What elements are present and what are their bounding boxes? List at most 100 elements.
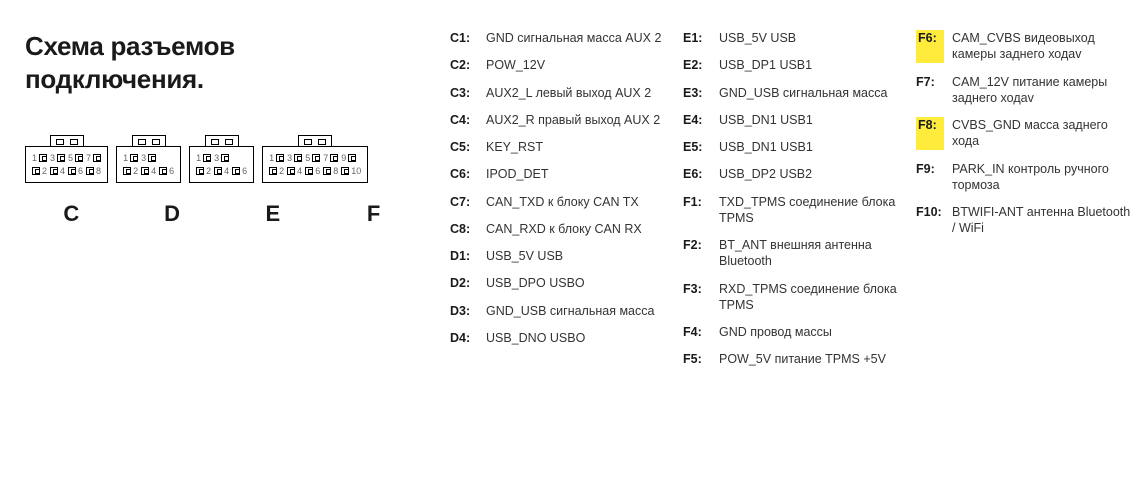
pin-square-icon: [159, 167, 167, 175]
pin-number: 1: [269, 153, 274, 163]
pinout-desc: AUX2_L левый выход AUX 2: [486, 85, 665, 101]
pin-cell: 6: [159, 166, 174, 176]
pin-square-icon: [276, 154, 284, 162]
pinout-row: C3: AUX2_L левый выход AUX 2: [450, 85, 665, 101]
pin-number: 3: [214, 153, 219, 163]
pinout-key: C8:: [450, 221, 478, 237]
pin-square-icon: [57, 154, 65, 162]
pin-number: 9: [341, 153, 346, 163]
pinout-desc: POW_5V питание TPMS +5V: [719, 351, 898, 367]
pin-cell: 4: [287, 166, 302, 176]
pinout-row: F9:PARK_IN контроль ручного тормоза: [916, 161, 1131, 194]
pin-cell: 9: [341, 153, 361, 163]
pin-cell: 1: [269, 153, 284, 163]
pin-cell: 3: [214, 153, 229, 163]
pinout-row: E5:USB_DN1 USB1: [683, 139, 898, 155]
connector-d: 12346: [116, 135, 181, 183]
pinout-desc: USB_DP1 USB1: [719, 57, 898, 73]
pinout-key: C2:: [450, 57, 478, 73]
connector-body: 12345678: [25, 146, 108, 183]
pinout-desc: GND провод массы: [719, 324, 898, 340]
pinout-desc: USB_DPO USBO: [486, 275, 665, 291]
pin-square-icon: [221, 154, 229, 162]
pin-square-icon: [68, 167, 76, 175]
pin-square-icon: [232, 167, 240, 175]
pinout-desc: USB_DP2 USB2: [719, 166, 898, 182]
pinout-desc: USB_DNO USBO: [486, 330, 665, 346]
connector-body: 12346: [189, 146, 254, 183]
pinout-row: C5:KEY_RST: [450, 139, 665, 155]
pin-square-icon: [50, 167, 58, 175]
pinout-desc: CAN_TXD к блоку CAN TX: [486, 194, 665, 210]
pinout-key: C4:: [450, 112, 478, 128]
pin-number: 5: [305, 153, 310, 163]
pinout-key: C6:: [450, 166, 478, 182]
pin-number: 3: [141, 153, 146, 163]
pinout-key: C3:: [450, 85, 478, 101]
pin-square-icon: [130, 154, 138, 162]
pin-square-icon: [75, 154, 83, 162]
connector-c: 12345678: [25, 135, 108, 183]
pinout-row: E3:GND_USB сигнальная масса: [683, 85, 898, 101]
pinout-desc: GND_USB сигнальная масса: [719, 85, 898, 101]
pinout-key: D2:: [450, 275, 478, 291]
pin-square-icon: [214, 167, 222, 175]
pin-square-icon: [269, 167, 277, 175]
pinout-row: F5:POW_5V питание TPMS +5V: [683, 351, 898, 367]
pinout-desc: AUX2_R правый выход AUX 2: [486, 112, 665, 128]
pinout-key: F6:: [916, 30, 944, 63]
pin-number: 6: [242, 166, 247, 176]
pin-number: 6: [169, 166, 174, 176]
pinout-desc: GND_USB сигнальная масса: [486, 303, 665, 319]
connector-f: 12345678910: [262, 135, 368, 183]
pinout-row: C4: AUX2_R правый выход AUX 2: [450, 112, 665, 128]
pinout-row: C1:GND сигнальная масса AUX 2: [450, 30, 665, 46]
connector-pins: 12346: [196, 153, 247, 176]
pinout-desc: USB_5V USB: [719, 30, 898, 46]
pin-number: 6: [78, 166, 83, 176]
pinout-row: C6:IPOD_DET: [450, 166, 665, 182]
pin-square-icon: [141, 167, 149, 175]
connector-labels-row: CDEF: [25, 201, 420, 227]
pin-square-icon: [39, 154, 47, 162]
pin-cell: 4: [214, 166, 229, 176]
pinout-desc: PARK_IN контроль ручного тормоза: [952, 161, 1131, 194]
pin-cell: 3: [287, 153, 302, 163]
pinout-key: E6:: [683, 166, 711, 182]
pinout-desc: RXD_TPMS соединение блока TPMS: [719, 281, 898, 314]
pinout-desc: BT_ANT внешняя антенна Bluetooth: [719, 237, 898, 270]
pin-cell: 3: [50, 153, 65, 163]
pin-cell: 1: [32, 153, 47, 163]
pin-cell: 2: [32, 166, 47, 176]
pinout-key: F2:: [683, 237, 711, 270]
page-title: Схема разъемов подключения.: [25, 30, 420, 95]
pin-cell: 2: [196, 166, 211, 176]
pinout-desc: POW_12V: [486, 57, 665, 73]
connector-e: 12346: [189, 135, 254, 183]
pinout-row: D2: USB_DPO USBO: [450, 275, 665, 291]
pin-number: 4: [297, 166, 302, 176]
pinout-row: F8:CVBS_GND масса заднего хода: [916, 117, 1131, 150]
pin-square-icon: [348, 154, 356, 162]
connectors-diagram: 12345678123461234612345678910: [25, 135, 420, 183]
pin-number: 7: [323, 153, 328, 163]
pin-number: 4: [151, 166, 156, 176]
pinout-desc: CVBS_GND масса заднего хода: [952, 117, 1131, 150]
pin-cell: 6: [232, 166, 247, 176]
pinout-column-0: C1:GND сигнальная масса AUX 2C2:POW_12VC…: [450, 30, 665, 379]
pin-square-icon: [294, 154, 302, 162]
pinout-row: C2: POW_12V: [450, 57, 665, 73]
pinout-key: C1:: [450, 30, 478, 46]
pin-number: 10: [351, 166, 361, 176]
pin-square-icon: [341, 167, 349, 175]
pinout-row: F1:TXD_TPMS соединение блока TPMS: [683, 194, 898, 227]
pinout-key: D3:: [450, 303, 478, 319]
pin-square-icon: [93, 154, 101, 162]
pinout-row: D3: GND_USB сигнальная масса: [450, 303, 665, 319]
pinout-key: F7:: [916, 74, 944, 107]
pin-number: 1: [123, 153, 128, 163]
pin-number: 6: [315, 166, 320, 176]
title-line1: Схема разъемов: [25, 31, 235, 61]
connector-body: 12346: [116, 146, 181, 183]
pinout-row: F3:RXD_TPMS соединение блока TPMS: [683, 281, 898, 314]
